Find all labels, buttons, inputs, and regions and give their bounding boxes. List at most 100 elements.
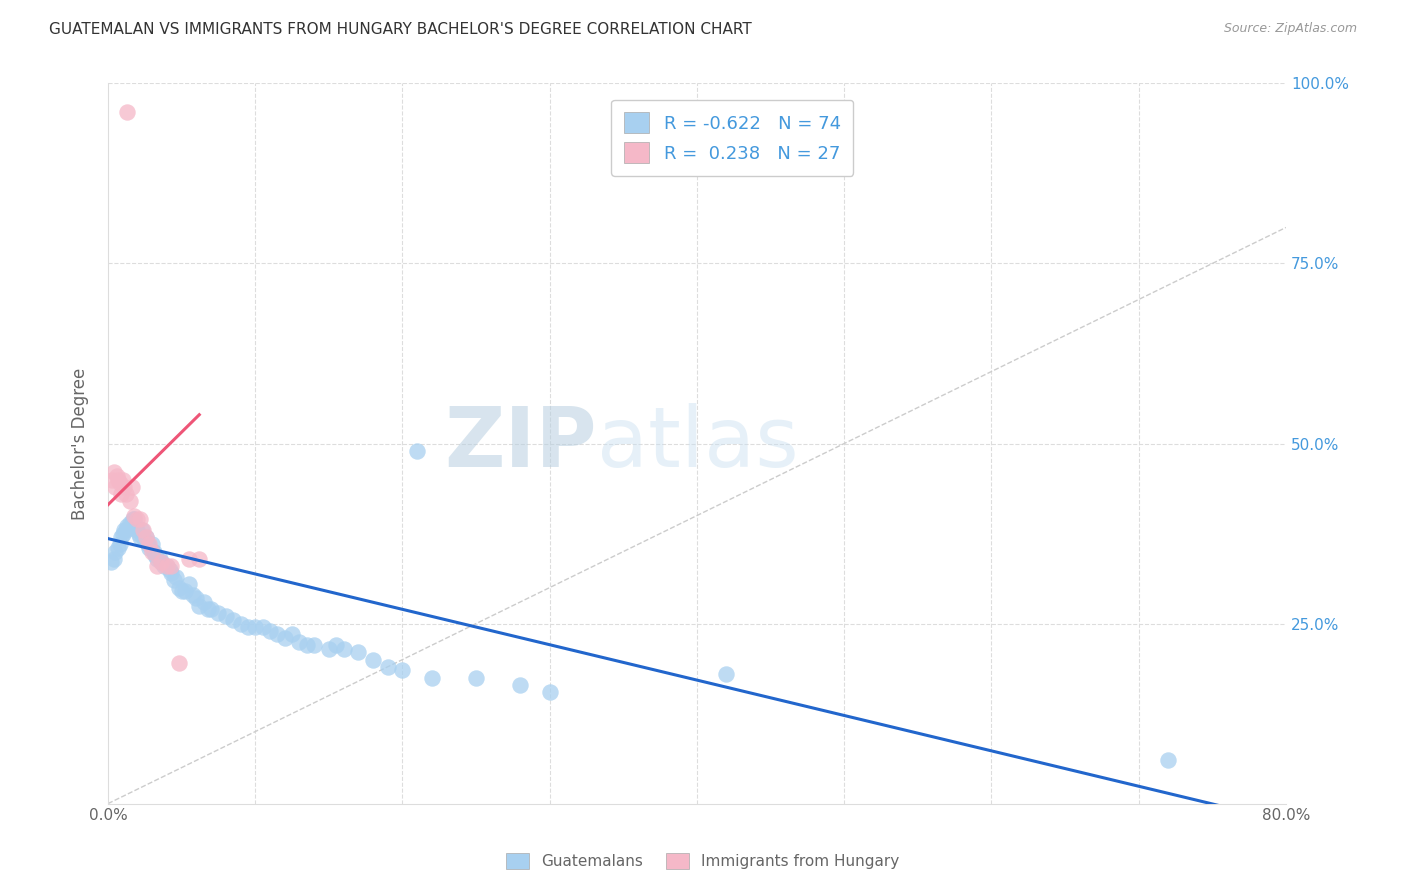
Point xyxy=(145,558,167,573)
Point xyxy=(222,613,245,627)
Point xyxy=(188,599,211,613)
Point xyxy=(104,544,127,558)
Point xyxy=(465,671,488,685)
Point xyxy=(150,555,173,569)
Point xyxy=(101,473,124,487)
Point xyxy=(127,512,149,526)
Point xyxy=(177,551,200,566)
Point xyxy=(112,523,135,537)
Point xyxy=(167,581,190,595)
Point xyxy=(377,660,399,674)
Point xyxy=(143,548,166,562)
Point xyxy=(281,627,304,641)
Point xyxy=(159,563,181,577)
Point xyxy=(215,609,238,624)
Point xyxy=(138,537,160,551)
Point xyxy=(131,523,153,537)
Point xyxy=(538,685,561,699)
Point xyxy=(115,105,138,120)
Point xyxy=(332,641,354,656)
Point xyxy=(141,544,163,558)
Point xyxy=(100,555,122,569)
Point xyxy=(266,627,288,641)
Point xyxy=(325,638,347,652)
Point xyxy=(420,671,443,685)
Point xyxy=(295,638,318,652)
Point xyxy=(111,526,134,541)
Point xyxy=(138,541,160,555)
Point xyxy=(186,591,208,606)
Point xyxy=(122,512,145,526)
Y-axis label: Bachelor's Degree: Bachelor's Degree xyxy=(72,368,89,520)
Point xyxy=(207,606,229,620)
Point xyxy=(302,638,325,652)
Point xyxy=(121,480,143,494)
Point xyxy=(105,469,128,483)
Point xyxy=(132,523,155,537)
Point xyxy=(716,667,738,681)
Point xyxy=(150,555,173,569)
Point xyxy=(197,602,219,616)
Point xyxy=(229,616,252,631)
Point xyxy=(160,558,183,573)
Point xyxy=(134,533,156,548)
Point xyxy=(112,480,135,494)
Point xyxy=(259,624,281,638)
Point xyxy=(121,516,143,530)
Point xyxy=(347,645,370,659)
Point xyxy=(273,631,295,645)
Point xyxy=(406,443,429,458)
Point xyxy=(120,494,142,508)
Point xyxy=(142,544,165,558)
Legend: R = -0.622   N = 74, R =  0.238   N = 27: R = -0.622 N = 74, R = 0.238 N = 27 xyxy=(612,100,853,176)
Point xyxy=(103,466,125,480)
Point xyxy=(361,652,384,666)
Point xyxy=(165,570,187,584)
Point xyxy=(177,577,200,591)
Point xyxy=(167,656,190,670)
Point xyxy=(108,537,131,551)
Point xyxy=(114,523,136,537)
Point xyxy=(1157,753,1180,767)
Point xyxy=(288,634,311,648)
Point xyxy=(103,551,125,566)
Point xyxy=(120,516,142,530)
Point xyxy=(124,512,146,526)
Point xyxy=(135,530,157,544)
Point xyxy=(125,519,148,533)
Point xyxy=(111,473,134,487)
Point xyxy=(129,512,152,526)
Point xyxy=(107,541,129,555)
Point xyxy=(141,537,163,551)
Point xyxy=(156,558,179,573)
Point xyxy=(110,530,132,544)
Point xyxy=(108,476,131,491)
Point xyxy=(114,487,136,501)
Point xyxy=(153,558,176,573)
Point xyxy=(148,551,170,566)
Point xyxy=(173,584,195,599)
Point xyxy=(128,526,150,541)
Point xyxy=(236,620,259,634)
Point xyxy=(188,551,211,566)
Point xyxy=(252,620,274,634)
Point xyxy=(193,595,215,609)
Point xyxy=(136,537,159,551)
Point xyxy=(129,530,152,544)
Point xyxy=(156,558,179,573)
Point xyxy=(124,508,146,523)
Point xyxy=(391,664,413,678)
Text: GUATEMALAN VS IMMIGRANTS FROM HUNGARY BACHELOR'S DEGREE CORRELATION CHART: GUATEMALAN VS IMMIGRANTS FROM HUNGARY BA… xyxy=(49,22,752,37)
Point xyxy=(107,473,129,487)
Point xyxy=(318,641,340,656)
Point xyxy=(170,584,193,599)
Point xyxy=(145,551,167,566)
Point xyxy=(135,530,157,544)
Point xyxy=(183,588,205,602)
Legend: Guatemalans, Immigrants from Hungary: Guatemalans, Immigrants from Hungary xyxy=(501,847,905,875)
Text: atlas: atlas xyxy=(598,403,799,484)
Point xyxy=(509,678,531,692)
Point xyxy=(132,530,155,544)
Point xyxy=(160,566,183,581)
Point xyxy=(115,519,138,533)
